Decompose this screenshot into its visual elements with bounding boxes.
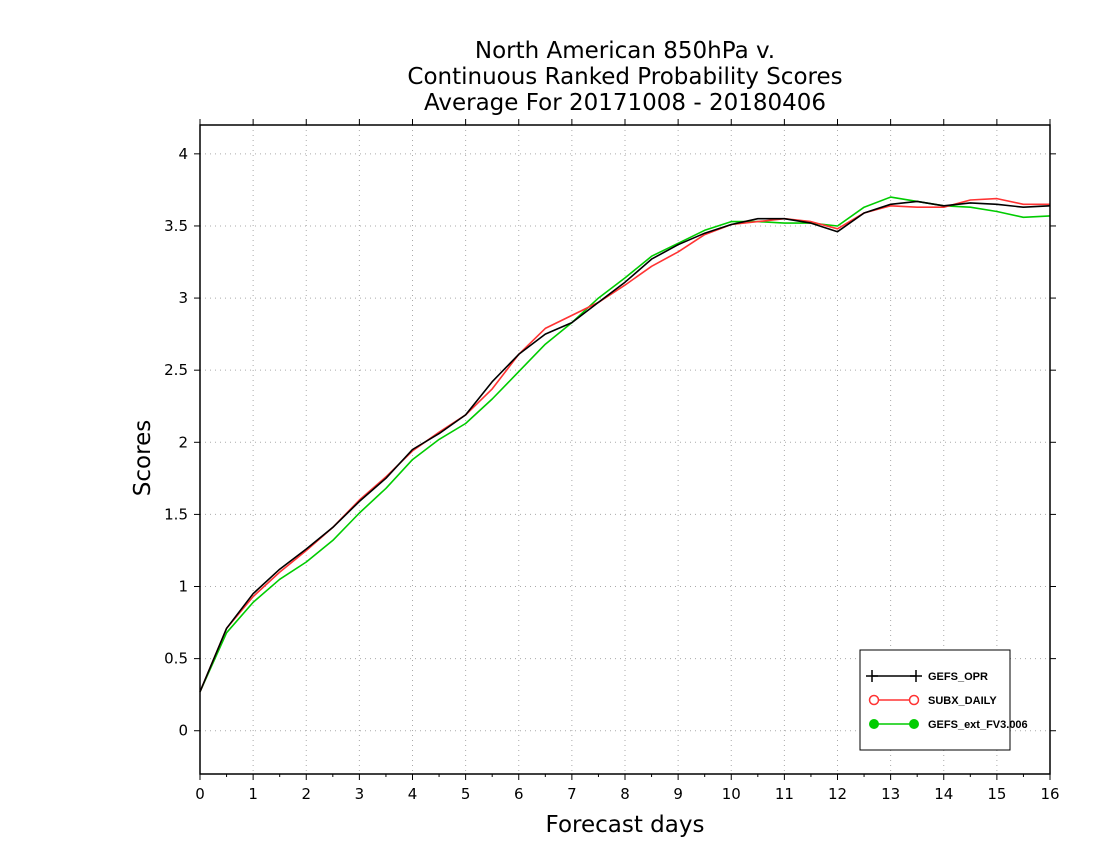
y-tick-label: 0 xyxy=(178,722,188,740)
axis-ticks: 0 1 2 3 4 5 6 7 8 9 10 11 12 13 14 15 1600.511.522.533.5… xyxy=(164,119,1060,803)
legend-label-gefs-ext: GEFS_ext_FV3.006 xyxy=(928,719,1028,731)
legend-open-circle-icon xyxy=(868,694,880,706)
series-line-gefs-opr xyxy=(199,200,1051,693)
y-tick-label: 1.5 xyxy=(164,505,188,523)
legend-label-subx-daily: SUBX_DAILY xyxy=(928,695,997,707)
x-tick-label: 9 xyxy=(673,785,683,803)
x-tick-label: 13 xyxy=(881,785,900,803)
legend-label-gefs-opr: GEFS_OPR xyxy=(928,671,988,683)
x-tick-label: 14 xyxy=(934,785,953,803)
x-tick-label: 7 xyxy=(567,785,577,803)
x-tick-label: 8 xyxy=(620,785,630,803)
y-tick-label: 2.5 xyxy=(164,361,188,379)
data-series xyxy=(199,196,1051,693)
legend-filled-circle-icon xyxy=(909,719,919,729)
y-axis-label: Scores xyxy=(130,420,156,496)
y-tick-label: 2 xyxy=(178,433,188,451)
y-tick-label: 3.5 xyxy=(164,217,188,235)
x-tick-label: 1 xyxy=(248,785,258,803)
x-tick-label: 6 xyxy=(514,785,524,803)
y-tick-label: 4 xyxy=(178,145,188,163)
x-tick-label: 3 xyxy=(355,785,365,803)
legend: GEFS_OPR SUBX_DAILY GEFS_ext_FV3.006 xyxy=(859,649,1028,751)
chart-title: North American 850hPa v. Continuous Rank… xyxy=(407,38,842,116)
x-tick-label: 4 xyxy=(408,785,418,803)
legend-filled-circle-icon xyxy=(869,719,879,729)
x-tick-label: 0 xyxy=(195,785,205,803)
y-tick-label: 0.5 xyxy=(164,650,188,668)
x-tick-label: 12 xyxy=(828,785,847,803)
y-tick-label: 1 xyxy=(178,578,188,596)
plot-frame xyxy=(199,124,1051,775)
legend-open-circle-icon xyxy=(908,694,920,706)
series-line-gefs-ext-fv3-006 xyxy=(199,196,1051,693)
title-line-2: Continuous Ranked Probability Scores xyxy=(407,64,842,90)
x-tick-label: 16 xyxy=(1040,785,1059,803)
title-line-1: North American 850hPa v. xyxy=(475,38,775,64)
x-tick-label: 10 xyxy=(722,785,741,803)
x-tick-label: 5 xyxy=(461,785,471,803)
legend-plus-icon xyxy=(866,670,922,682)
x-tick-label: 15 xyxy=(987,785,1006,803)
x-axis-label: Forecast days xyxy=(546,812,705,838)
y-tick-label: 3 xyxy=(178,289,188,307)
title-line-3: Average For 20171008 - 20180406 xyxy=(424,90,826,116)
x-tick-label: 11 xyxy=(775,785,794,803)
x-tick-label: 2 xyxy=(301,785,311,803)
